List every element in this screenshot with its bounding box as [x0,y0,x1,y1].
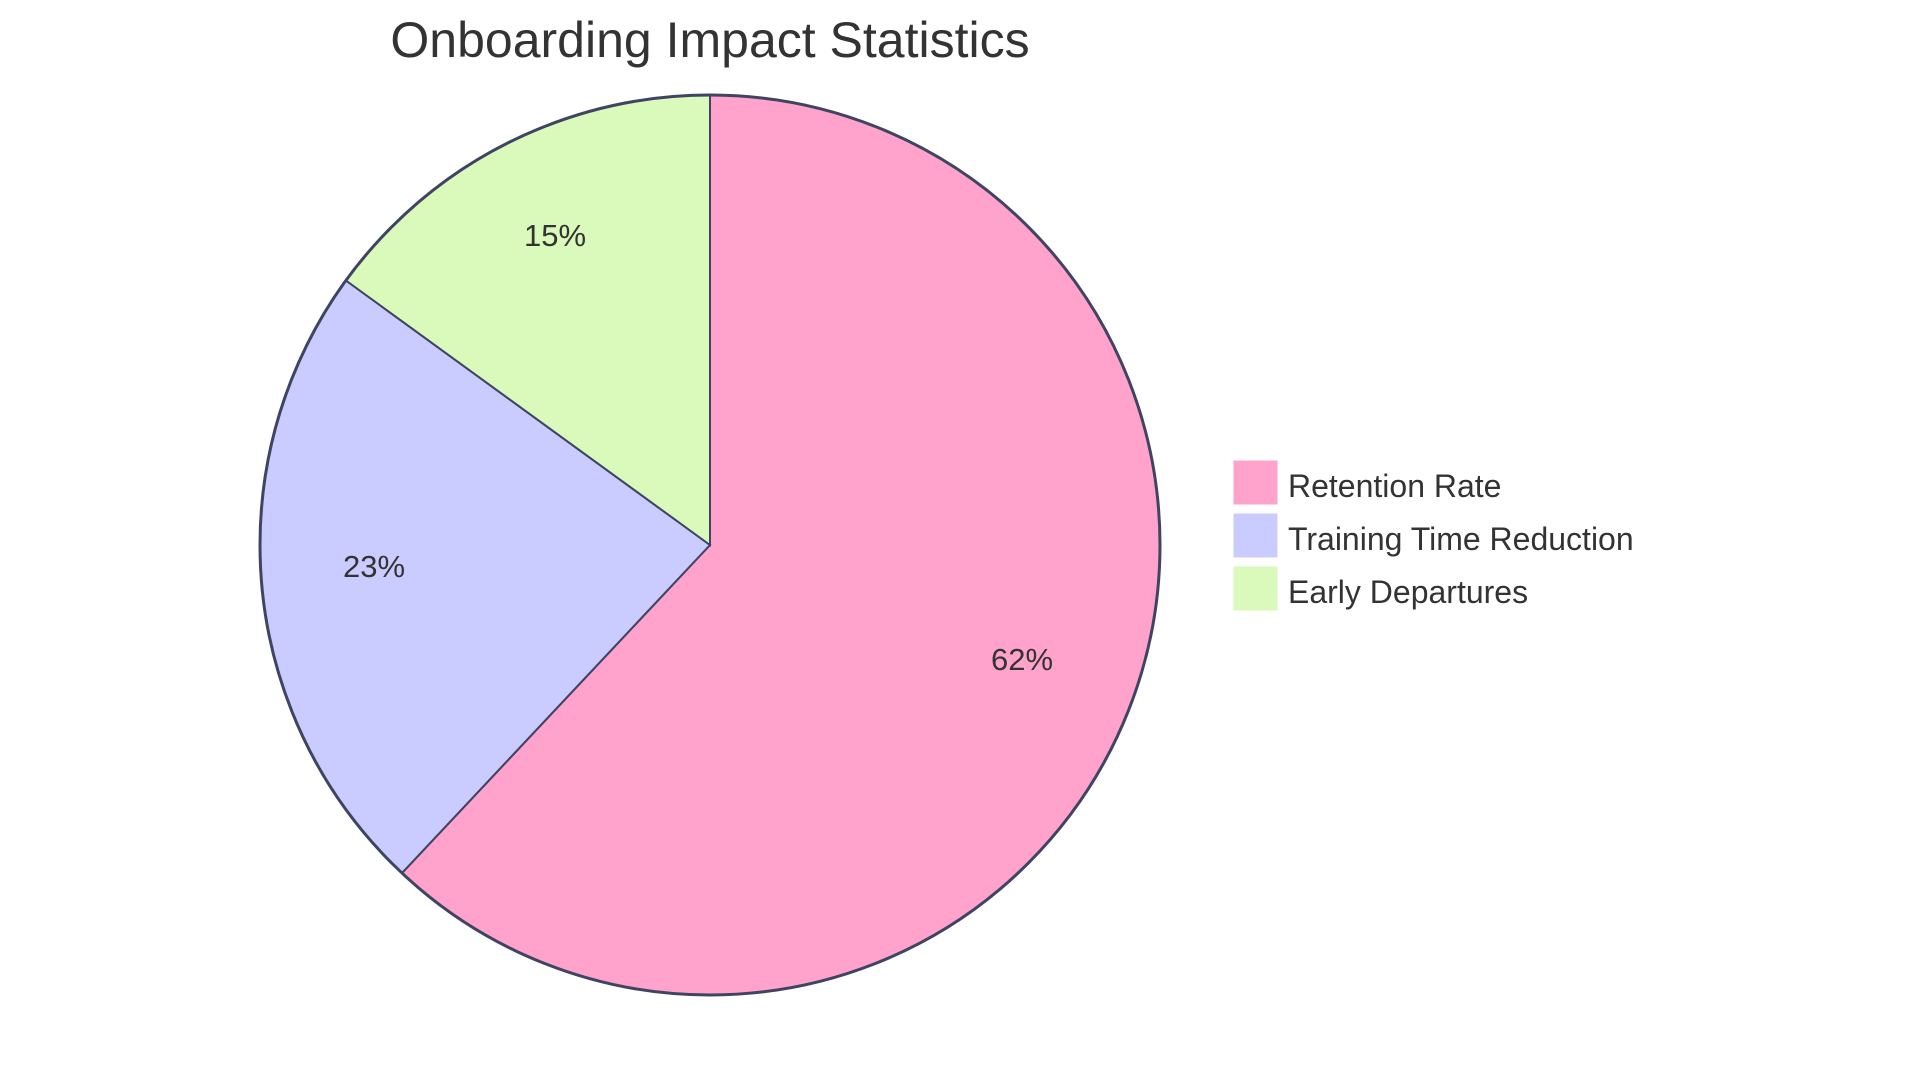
legend-item-retention-rate[interactable]: Retention Rate [1232,459,1501,506]
pie-slice-labels: 62% 23% 15% [343,218,1053,677]
legend-label: Early Departures [1288,574,1528,610]
legend-item-training-time-reduction[interactable]: Training Time Reduction [1232,512,1634,559]
slice-label-training-time-reduction: 23% [343,549,405,584]
legend-item-early-departures[interactable]: Early Departures [1232,565,1528,612]
legend-swatch-training-time-reduction [1232,512,1279,559]
slice-label-retention-rate: 62% [991,642,1053,677]
legend-swatch-retention-rate [1232,459,1279,506]
pie-slices [258,93,1162,997]
pie-outline [258,93,1162,997]
chart-title: Onboarding Impact Statistics [390,12,1029,68]
legend-label: Training Time Reduction [1288,521,1634,557]
legend: Retention Rate Training Time Reduction E… [1232,459,1634,612]
slice-label-early-departures: 15% [524,218,586,253]
legend-swatch-early-departures [1232,565,1279,612]
legend-label: Retention Rate [1288,468,1501,504]
